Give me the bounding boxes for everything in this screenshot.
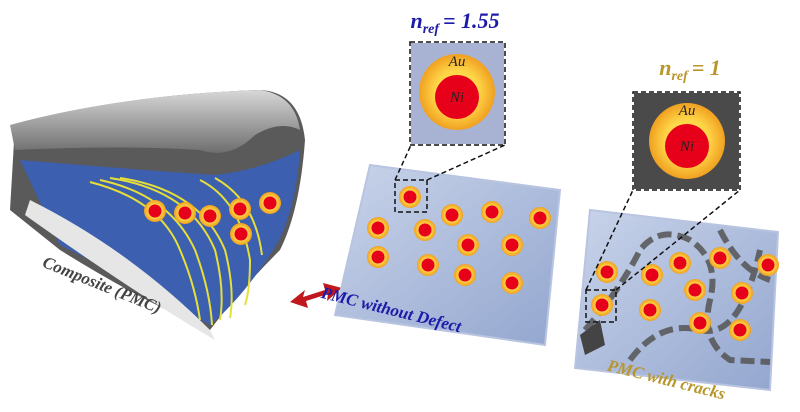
composite-laminate bbox=[10, 90, 305, 340]
arrow bbox=[290, 283, 342, 308]
n-ref-label: nref = 1.55 bbox=[410, 8, 499, 37]
slab-no-defect bbox=[333, 41, 562, 347]
shell-label: Au bbox=[448, 54, 466, 70]
core-label: Ni bbox=[679, 139, 694, 155]
shell-label: Au bbox=[678, 103, 696, 119]
n-ref-label: nref = 1 bbox=[659, 55, 721, 84]
slab-cracks bbox=[573, 91, 780, 392]
core-label: Ni bbox=[449, 90, 464, 106]
